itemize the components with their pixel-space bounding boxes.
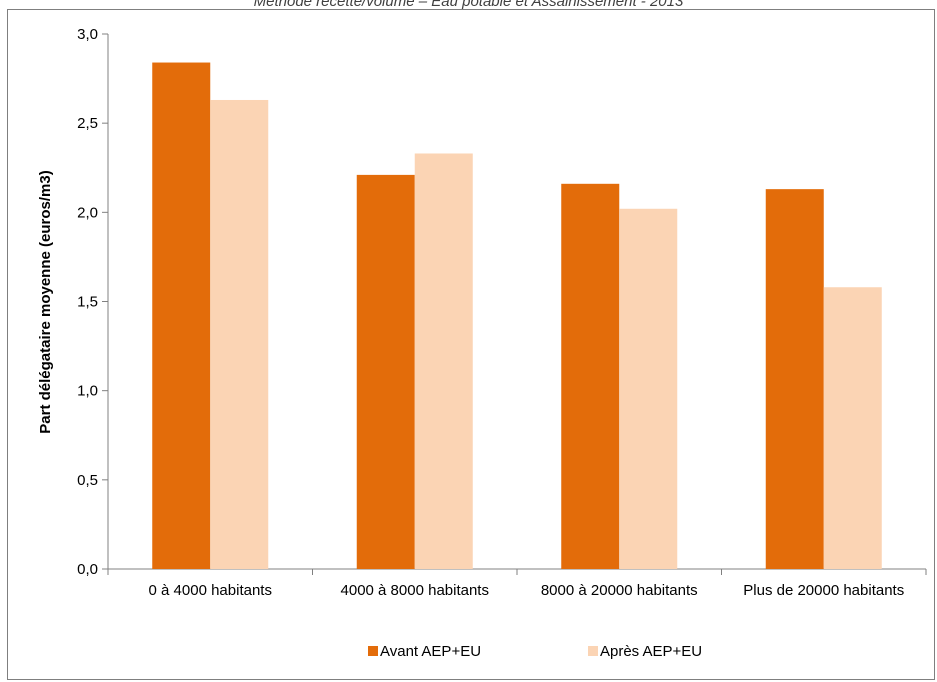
bar — [152, 62, 211, 570]
bar — [414, 153, 473, 569]
bars — [152, 62, 882, 570]
y-tick-label: 3,0 — [77, 26, 98, 43]
y-tick-label: 0,5 — [77, 472, 98, 489]
chart-subtitle: Méthode recette/volume – Eau potable et … — [253, 0, 684, 10]
legend-label: Après AEP+EU — [600, 643, 702, 660]
bar — [561, 183, 620, 570]
legend: Avant AEP+EU Après AEP+EU — [368, 643, 702, 660]
bar — [210, 99, 269, 569]
legend-swatch — [368, 646, 378, 656]
y-tick-label: 2,5 — [77, 115, 98, 132]
x-tick-label: 0 à 4000 habitants — [149, 582, 272, 599]
y-axis-label: Part délégataire moyenne (euros/m3) — [37, 170, 54, 433]
legend-label: Avant AEP+EU — [380, 643, 481, 660]
bar — [619, 208, 678, 569]
legend-swatch — [588, 646, 598, 656]
y-tick-label: 1,5 — [77, 294, 98, 311]
x-tick-label: Plus de 20000 habitants — [743, 582, 904, 599]
bar — [356, 174, 415, 569]
y-tick-label: 2,0 — [77, 204, 98, 221]
bar — [765, 189, 824, 569]
y-axis: 0,0 0,5 1,0 1,5 2,0 2,5 3,0 — [77, 26, 109, 578]
y-tick-label: 1,0 — [77, 383, 98, 400]
x-axis: 0 à 4000 habitants 4000 à 8000 habitants 8… — [107, 568, 927, 599]
y-tick-label: 0,0 — [77, 561, 98, 578]
bar — [823, 287, 882, 569]
x-tick-label: 4000 à 8000 habitants — [341, 582, 489, 599]
x-tick-label: 8000 à 20000 habitants — [541, 582, 698, 599]
